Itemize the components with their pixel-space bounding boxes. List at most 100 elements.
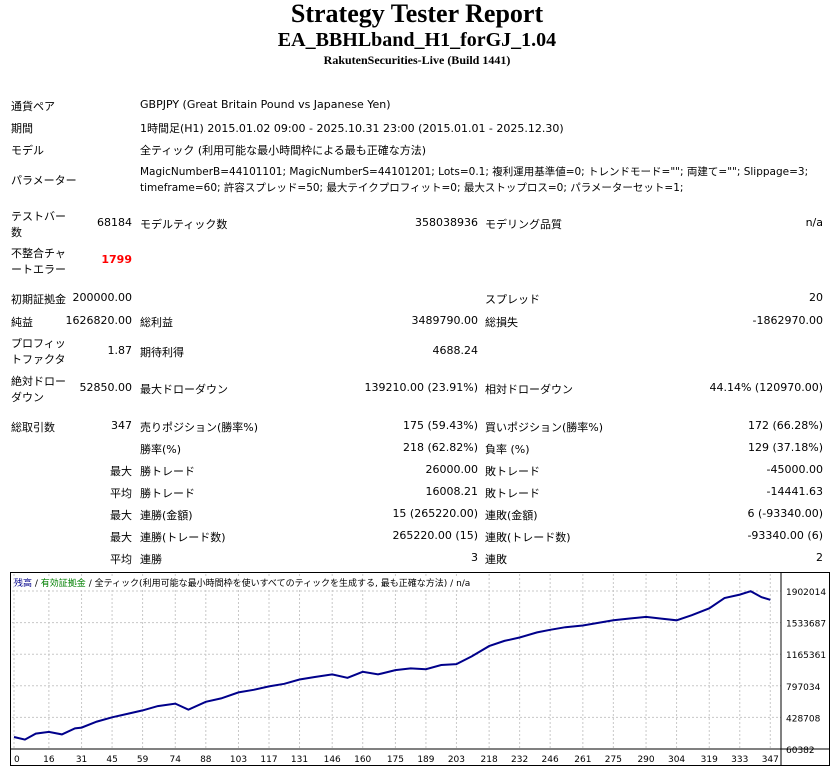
- abs-dd-label-1: 絶対ドロー: [11, 375, 66, 388]
- x-tick-label: 175: [387, 755, 404, 765]
- x-tick-label: 160: [354, 755, 371, 765]
- y-tick-label: 428708: [786, 714, 821, 724]
- bars-label-1: テストバー: [11, 210, 66, 223]
- symbol-value: GBPJPY (Great Britain Pound vs Japanese …: [140, 98, 391, 111]
- x-tick-label: 218: [481, 755, 498, 765]
- avg-cons-loss-label: 連敗: [485, 553, 507, 566]
- x-tick-label: 246: [542, 755, 559, 765]
- deposit-value: 200000.00: [72, 291, 133, 304]
- period-value: 1時間足(H1) 2015.01.02 09:00 - 2025.10.31 2…: [140, 122, 564, 135]
- x-tick-label: 146: [324, 755, 341, 765]
- ea-name: EA_BBHLband_H1_forGJ_1.04: [277, 29, 557, 51]
- x-tick-label: 333: [731, 755, 748, 765]
- cons-win-amt-value: 15 (265220.00): [392, 507, 478, 520]
- quality-value: n/a: [805, 216, 823, 229]
- long-value: 172 (66.28%): [747, 419, 823, 432]
- x-tick-label: 347: [762, 755, 779, 765]
- x-tick-label: 275: [605, 755, 622, 765]
- max-win-label: 勝トレード: [140, 465, 195, 478]
- pf-label-2: トファクタ: [11, 353, 66, 366]
- params-label: パラメーター: [11, 174, 77, 187]
- report-title: Strategy Tester Report: [290, 0, 544, 28]
- y-tick-label: 1165361: [786, 651, 826, 661]
- gross-profit-value: 3489790.00: [411, 314, 478, 327]
- mismatch-label-2: ートエラー: [11, 263, 66, 276]
- gross-loss-value: -1862970.00: [752, 314, 823, 327]
- y-tick-label: 1533687: [786, 620, 826, 630]
- x-tick-label: 74: [170, 755, 182, 765]
- net-label: 純益: [11, 316, 33, 329]
- quality-label: モデリング品質: [485, 218, 562, 231]
- max-prefix-1: 最大: [110, 465, 132, 478]
- balance-line: [13, 590, 771, 741]
- cons-win-cnt-value: 265220.00 (15): [392, 529, 478, 542]
- max-dd-value: 139210.00 (23.91%): [364, 381, 478, 394]
- avg-prefix-2: 平均: [110, 553, 132, 566]
- x-tick-label: 261: [574, 755, 591, 765]
- win-value: 218 (62.82%): [402, 441, 478, 454]
- legend-equity: 有効証拠金: [40, 579, 86, 589]
- model-value: 全ティック (利用可能な最小時間枠による最も正確な方法): [140, 144, 427, 157]
- cons-loss-amt-value: 6 (-93340.00): [747, 507, 823, 520]
- x-tick-label: 290: [637, 755, 654, 765]
- avg-cons-win-value: 3: [471, 551, 478, 564]
- y-tick-label: 1902014: [786, 588, 826, 598]
- params-line1: MagicNumberB=44101101; MagicNumberS=4410…: [140, 166, 809, 178]
- avg-loss-value: -14441.63: [766, 485, 823, 498]
- x-tick-labels: 0 16 31 45 59 74 88 103 117 131 146 160 175 189 203 218…: [14, 755, 779, 765]
- y-tick-label: 797034: [786, 683, 821, 693]
- trades-label: 総取引数: [11, 421, 55, 434]
- x-tick-label: 117: [260, 755, 277, 765]
- pf-label-1: プロフィッ: [11, 337, 66, 350]
- x-tick-label: 45: [106, 755, 117, 765]
- net-value: 1626820.00: [65, 314, 132, 327]
- x-tick-label: 0: [14, 755, 20, 765]
- balance-chart: 1902014 1533687 1165361 797034 428708 60382 0…: [10, 572, 830, 766]
- loss-value: 129 (37.18%): [747, 441, 823, 454]
- x-tick-label: 232: [511, 755, 528, 765]
- period-label: 期間: [11, 122, 33, 135]
- gross-profit-label: 総利益: [140, 316, 173, 329]
- avg-cons-win-label: 連勝: [140, 553, 162, 566]
- spread-value: 20: [809, 291, 823, 304]
- avg-loss-label: 敗トレード: [485, 487, 540, 500]
- rel-dd-value: 44.14% (120970.00): [709, 381, 823, 394]
- abs-dd-label-2: ダウン: [11, 391, 44, 404]
- mismatch-value: 1799: [101, 253, 132, 266]
- spread-label: スプレッド: [485, 293, 540, 306]
- avg-win-value: 16008.21: [425, 485, 479, 498]
- chart-legend: 残高 / 有効証拠金 / 全ティック(利用可能な最小時間枠を使いすべてのティック…: [14, 576, 473, 589]
- x-tick-label: 88: [200, 755, 212, 765]
- x-tick-label: 59: [137, 755, 149, 765]
- rel-dd-label: 相対ドローダウン: [485, 383, 573, 396]
- avg-win-label: 勝トレード: [140, 487, 195, 500]
- deposit-label: 初期証拠金: [11, 293, 66, 306]
- short-label: 売りポジション(勝率%): [140, 421, 259, 434]
- legend-na: n/a: [456, 579, 471, 589]
- x-tick-label: 31: [76, 755, 87, 765]
- x-tick-label: 189: [417, 755, 434, 765]
- win-label: 勝率(%): [140, 443, 182, 456]
- abs-dd-value: 52850.00: [79, 381, 133, 394]
- avg-prefix-1: 平均: [110, 487, 132, 500]
- bars-value: 68184: [97, 216, 132, 229]
- max-prefix-2: 最大: [110, 509, 132, 522]
- x-tick-label: 16: [43, 755, 55, 765]
- loss-label: 負率 (%): [485, 443, 530, 456]
- trades-value: 347: [111, 419, 132, 432]
- expected-label: 期待利得: [140, 346, 184, 359]
- legend-model: 全ティック(利用可能な最小時間枠を使いすべてのティックを生成する, 最も正確な方…: [94, 579, 448, 589]
- long-label: 買いポジション(勝率%): [485, 421, 604, 434]
- symbol-label: 通貨ペア: [11, 100, 55, 113]
- pf-value: 1.87: [107, 344, 133, 357]
- max-dd-label: 最大ドローダウン: [140, 383, 228, 396]
- model-label: モデル: [11, 144, 44, 157]
- params-line2: timeframe=60; 許容スプレッド=50; 最大テイクプロフィット=0;…: [140, 182, 684, 194]
- bars-label-2: 数: [11, 226, 22, 239]
- y-tick-label: 60382: [786, 746, 815, 756]
- x-tick-label: 103: [230, 755, 247, 765]
- mismatch-label-1: 不整合チャ: [11, 247, 66, 260]
- legend-balance: 残高: [14, 579, 33, 589]
- ticks-label: モデルティック数: [140, 218, 228, 231]
- max-prefix-3: 最大: [110, 531, 132, 544]
